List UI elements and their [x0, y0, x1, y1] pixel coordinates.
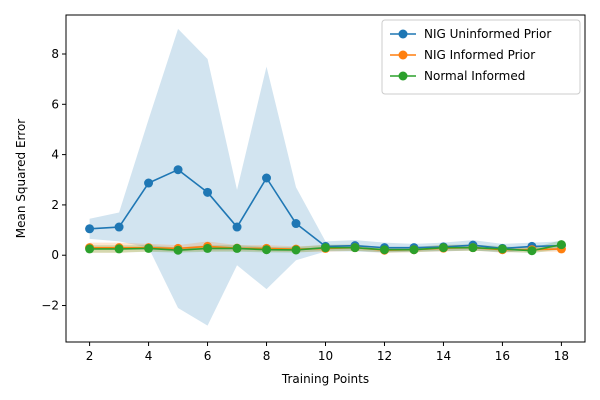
x-tick-label-5: 12 — [377, 349, 392, 363]
series-0-point-0 — [85, 224, 95, 234]
x-tick-label-7: 16 — [495, 349, 510, 363]
legend-label-2: Normal Informed — [424, 69, 525, 83]
series-0-point-5 — [232, 222, 242, 232]
x-axis-ticks: 2 4 6 8 10 12 14 16 18 — [86, 342, 569, 363]
x-tick-label-1: 4 — [145, 349, 153, 363]
legend-swatch-marker-0 — [398, 29, 408, 39]
x-axis-label: Training Points — [281, 372, 369, 386]
legend-label-1: NIG Informed Prior — [424, 48, 535, 62]
series-0-point-3 — [173, 165, 183, 175]
x-tick-label-4: 10 — [318, 349, 333, 363]
x-tick-label-0: 2 — [86, 349, 94, 363]
series-2-point-15 — [527, 246, 537, 256]
series-2-point-0 — [85, 244, 95, 254]
y-axis-ticks: −2 0 2 4 6 8 — [41, 47, 66, 313]
x-tick-label-2: 6 — [204, 349, 212, 363]
legend-swatch-marker-2 — [398, 71, 408, 81]
series-2-point-3 — [173, 245, 183, 255]
series-0-point-6 — [262, 173, 272, 183]
series-2-point-9 — [350, 243, 360, 253]
legend-swatch-marker-1 — [398, 50, 408, 60]
y-axis-label: Mean Squared Error — [14, 119, 28, 239]
x-tick-label-6: 14 — [436, 349, 451, 363]
series-2-point-6 — [262, 245, 272, 255]
y-tick-label-1: 0 — [51, 248, 59, 262]
y-tick-label-3: 4 — [51, 148, 59, 162]
series-0-point-4 — [203, 187, 213, 197]
series-2-point-12 — [438, 243, 448, 253]
series-2-point-4 — [203, 243, 213, 253]
x-tick-label-8: 18 — [554, 349, 569, 363]
legend: NIG Uninformed Prior NIG Informed Prior No… — [381, 19, 581, 95]
series-2-point-2 — [144, 243, 154, 253]
series-2-point-1 — [114, 244, 124, 254]
y-tick-label-4: 6 — [51, 97, 59, 111]
series-2-point-11 — [409, 245, 419, 255]
series-2-point-8 — [321, 243, 330, 253]
series-2-point-13 — [468, 243, 478, 253]
y-tick-label-2: 2 — [51, 198, 59, 212]
series-2-point-14 — [497, 244, 507, 254]
legend-label-0: NIG Uninformed Prior — [424, 27, 551, 41]
y-tick-label-0: −2 — [41, 299, 59, 313]
series-2-point-16 — [556, 240, 566, 250]
series-2-point-10 — [379, 245, 389, 255]
legend-box — [381, 19, 581, 95]
series-0-point-2 — [144, 178, 154, 188]
series-0-point-7 — [291, 219, 301, 229]
y-tick-label-5: 8 — [51, 47, 59, 61]
series-2-point-5 — [232, 243, 242, 253]
series-0-point-1 — [114, 222, 124, 232]
x-tick-label-3: 8 — [263, 349, 271, 363]
series-markers — [85, 165, 566, 256]
series-2-point-7 — [291, 245, 301, 255]
